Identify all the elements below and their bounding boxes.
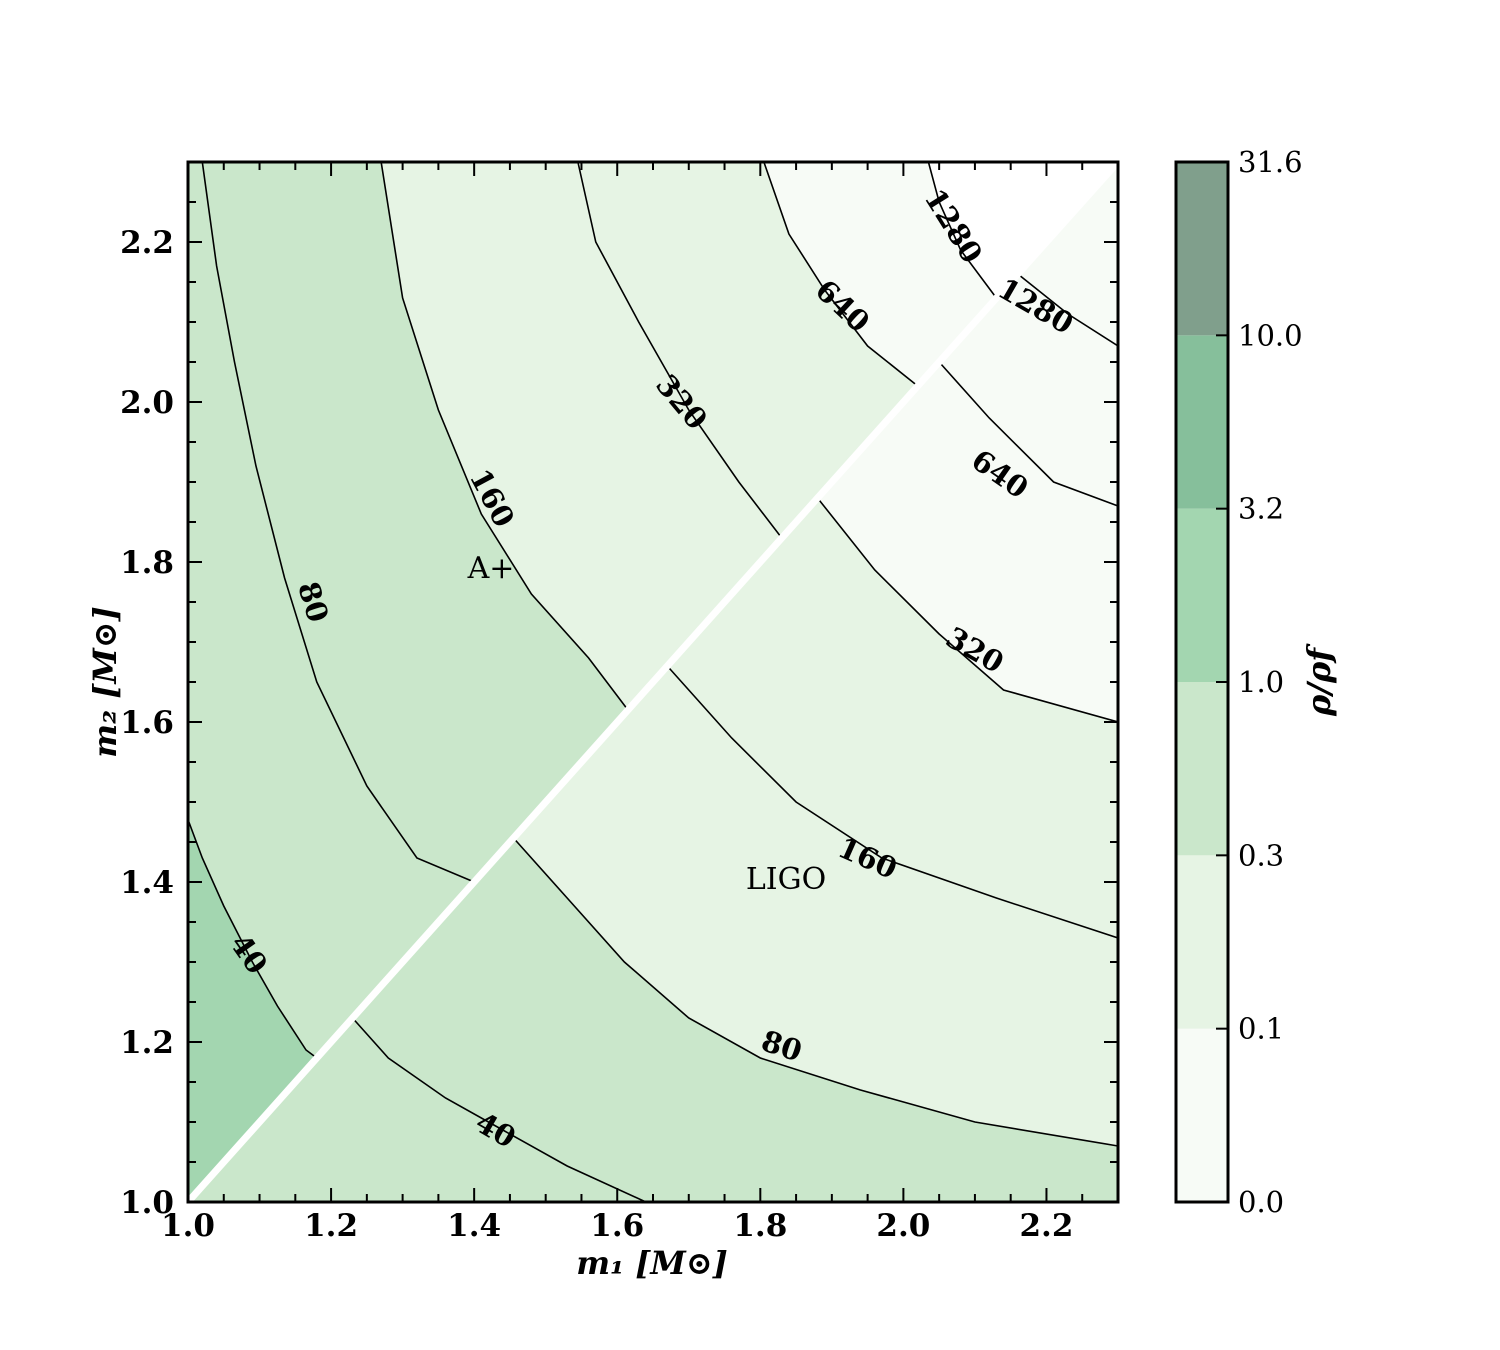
contour-line-640 <box>938 361 1118 507</box>
y-axis-label: m₂ [M⊙] <box>86 606 124 758</box>
y-tick-label: 2.2 <box>120 225 174 261</box>
colorbar-tick-label: 0.0 <box>1238 1185 1284 1219</box>
contour-line-640 <box>763 162 919 387</box>
colorbar-tick-label: 0.3 <box>1238 838 1284 872</box>
colorbar-segment <box>1176 855 1228 1029</box>
colorbar-tick-label: 0.1 <box>1238 1012 1284 1046</box>
y-tick-label: 1.2 <box>120 1025 174 1061</box>
colorbar-segment <box>1176 682 1228 856</box>
contour-line-80 <box>512 837 1118 1147</box>
x-tick-label: 2.0 <box>876 1208 930 1244</box>
x-tick-label: 1.0 <box>161 1208 215 1244</box>
x-tick-label: 1.4 <box>447 1208 501 1244</box>
y-tick-label: 1.0 <box>120 1185 174 1221</box>
contour-line-40 <box>351 1017 647 1202</box>
contour-line-80 <box>201 162 475 883</box>
axis-ticks: 1.0 1.2 1.4 1.6 1.8 2.0 2.2 1.0 1.2 1.4 1.6 1.8 2.0 2… <box>120 161 1119 1244</box>
colorbar-tick-label: 10.0 <box>1238 318 1303 352</box>
colorbar-tick-label: 3.2 <box>1238 492 1284 526</box>
region-label-ligo: LIGO <box>746 862 826 897</box>
contour-line-320 <box>577 162 783 539</box>
y-tick-label: 1.6 <box>120 705 174 741</box>
equal-mass-diagonal <box>185 159 1121 1205</box>
contour-line-160 <box>666 665 1118 939</box>
y-tick-label: 2.0 <box>120 385 174 421</box>
x-axis-label: m₁ [M⊙] <box>576 1244 728 1282</box>
colorbar-tick-label: 31.6 <box>1238 145 1303 179</box>
colorbar-segment <box>1176 335 1228 509</box>
x-tick-label: 1.2 <box>304 1208 358 1244</box>
x-tick-label: 1.6 <box>590 1208 644 1244</box>
y-tick-label: 1.8 <box>120 545 174 581</box>
region-label-aplus: A+ <box>467 551 515 586</box>
contour-lines <box>188 162 1118 1202</box>
colorbar-segment <box>1176 1028 1228 1202</box>
colorbar-tick-label: 1.0 <box>1238 665 1284 699</box>
y-tick-label: 1.4 <box>120 865 174 901</box>
contour-line-40 <box>188 819 318 1059</box>
band-fill <box>928 162 1118 298</box>
colorbar-segment <box>1176 508 1228 682</box>
colorbar: 0.0 0.1 0.3 1.0 3.2 10.0 31.6 <box>1174 145 1303 1219</box>
colorbar-segment <box>1176 162 1228 336</box>
contour-line-320 <box>816 497 1118 723</box>
contour-line-160 <box>380 162 629 711</box>
x-tick-label: 1.8 <box>733 1208 787 1244</box>
x-tick-label: 2.2 <box>1019 1208 1073 1244</box>
contour-line-1280 <box>1017 273 1118 347</box>
contour-line-1280 <box>927 162 998 299</box>
colorbar-label: ρ/ρf <box>1300 643 1338 717</box>
